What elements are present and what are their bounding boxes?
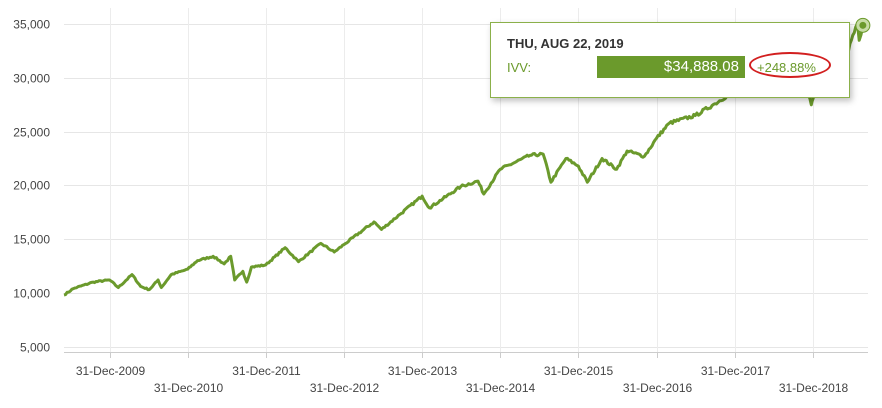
- y-tick-label: 35,000: [13, 18, 50, 32]
- x-tick-label: 31-Dec-2017: [701, 364, 771, 378]
- x-tick-label: 31-Dec-2013: [388, 364, 458, 378]
- x-tick-label: 31-Dec-2018: [779, 381, 849, 395]
- tooltip-value: $34,888.08: [597, 56, 745, 78]
- hover-point: [859, 21, 867, 29]
- axes: [64, 352, 868, 358]
- x-tick-label: 31-Dec-2010: [154, 381, 224, 395]
- tooltip-date: THU, AUG 22, 2019: [507, 36, 624, 51]
- tooltip: THU, AUG 22, 2019 IVV: $34,888.08 +248.8…: [490, 22, 850, 98]
- x-tick-label: 31-Dec-2015: [544, 364, 614, 378]
- x-tick-label: 31-Dec-2016: [623, 381, 693, 395]
- tooltip-change: +248.88%: [757, 60, 816, 75]
- y-axis-ticks: 5,000 10,000 15,000 20,000 25,000 30,000 35,00…: [13, 18, 50, 355]
- y-tick-label: 15,000: [13, 233, 50, 247]
- x-axis-ticks: 31-Dec-2009 31-Dec-2010 31-Dec-2011 31-Dec-…: [76, 364, 849, 395]
- hover-marker: [855, 17, 871, 33]
- y-tick-label: 20,000: [13, 179, 50, 193]
- y-tick-label: 30,000: [13, 72, 50, 86]
- highlight-circle: [749, 52, 831, 78]
- tooltip-series-label: IVV:: [507, 60, 532, 75]
- x-tick-label: 31-Dec-2012: [310, 381, 380, 395]
- y-tick-label: 5,000: [20, 341, 50, 355]
- x-tick-label: 31-Dec-2014: [466, 381, 536, 395]
- y-tick-label: 25,000: [13, 126, 50, 140]
- x-tick-label: 31-Dec-2011: [232, 364, 301, 378]
- grid-lines: [64, 8, 868, 352]
- x-tick-label: 31-Dec-2009: [76, 364, 146, 378]
- y-tick-label: 10,000: [13, 287, 50, 301]
